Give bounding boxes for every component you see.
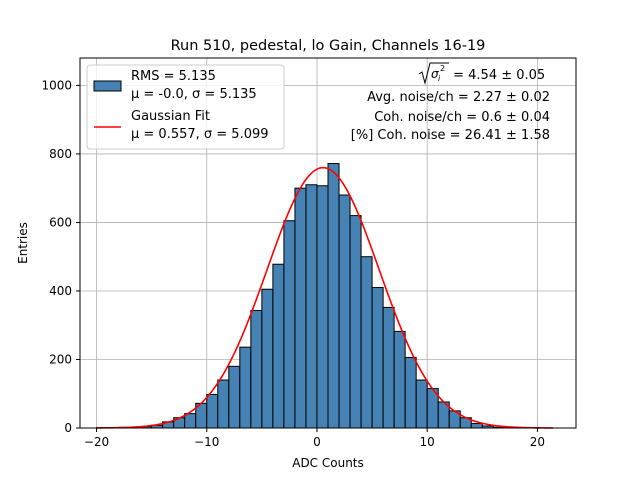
x-tick-label: 20 [530,435,545,449]
pct-coh-noise-text: [%] Coh. noise = 26.41 ± 1.58 [351,128,550,143]
histogram-bar [206,393,219,429]
histogram-bar [184,413,197,429]
y-tick-label: 600 [49,215,72,229]
histogram-bar [360,256,373,429]
fit-curve-line [96,166,553,429]
legend-hist-line2: μ = -0.0, σ = 5.135 [131,87,257,102]
y-axis-label: Entries [16,222,30,264]
legend: RMS = 5.135 μ = -0.0, σ = 5.135 Gaussian… [86,64,285,150]
histogram-bar [316,185,329,429]
x-tick-label: −10 [194,435,219,449]
sigma-subscript: i [438,74,441,83]
histogram-bar [272,263,285,429]
noise-annotations: σ i 2 = 4.54 ± 0.05 Avg. noise/ch = 2.27… [351,62,550,143]
histogram-bar [470,423,483,429]
sigma-symbol: σ [431,67,439,81]
histogram-bar [371,287,384,429]
y-tick-label: 200 [49,352,72,366]
histogram-bar [338,194,351,429]
histogram-bar [327,163,340,429]
y-axis-ticks: 0 200 400 600 800 1000 [41,78,80,435]
x-tick-label: 10 [420,435,435,449]
avg-noise-text: Avg. noise/ch = 2.27 ± 0.02 [367,90,550,105]
y-tick-label: 800 [49,147,72,161]
coh-noise-text: Coh. noise/ch = 0.6 ± 0.04 [374,110,550,125]
histogram-bar [404,356,417,429]
legend-fit-line2: μ = 0.557, σ = 5.099 [131,127,269,142]
histogram-bar [217,379,230,429]
legend-box [86,64,285,150]
legend-swatch-histogram [93,80,122,92]
y-tick-label: 1000 [41,78,72,92]
legend-fit-line1: Gaussian Fit [131,109,210,124]
histogram-bar [294,187,307,429]
chart-title: Run 510, pedestal, lo Gain, Channels 16-… [171,38,486,54]
sqrt-sigma-value: = 4.54 ± 0.05 [449,68,545,83]
histogram-bar [305,184,318,429]
legend-hist-line1: RMS = 5.135 [131,69,216,84]
x-axis-label: ADC Counts [292,456,364,470]
histogram-bar [349,215,362,429]
histogram-bar [261,288,274,429]
sigma-superscript: 2 [440,64,445,73]
histogram-bar [250,309,263,429]
x-tick-label: −20 [84,435,109,449]
sqrt-radical-sign [418,62,449,85]
sqrt-sigma-symbol: σ i 2 [418,62,449,85]
histogram-bar [382,306,395,429]
histogram-bar [283,220,296,429]
histogram-bar [393,330,406,429]
histogram-bar [239,346,252,429]
y-tick-label: 400 [49,284,72,298]
plot-frame [79,57,577,429]
histogram-bar [415,379,428,429]
histogram-bar [228,365,241,429]
y-tick-label: 0 [64,421,72,435]
x-tick-label: 0 [313,435,321,449]
x-axis-ticks: −20 −10 0 10 20 [84,428,545,449]
gaussian-fit-curve [96,166,553,429]
